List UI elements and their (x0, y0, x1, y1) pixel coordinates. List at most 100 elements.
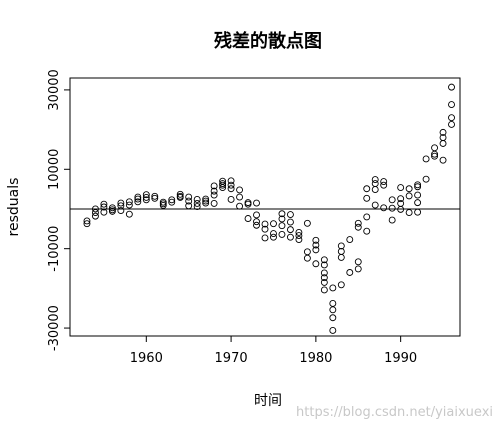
data-point (168, 196, 176, 204)
data-point (320, 274, 328, 282)
data-point (91, 212, 99, 220)
data-point (210, 199, 218, 207)
data-point (380, 181, 388, 189)
data-point (312, 246, 320, 254)
data-point (219, 177, 227, 185)
y-axis: -30000 -10000 10000 30000 (47, 69, 71, 351)
data-point (388, 216, 396, 224)
data-point (405, 185, 413, 193)
data-point (320, 278, 328, 286)
data-point (210, 187, 218, 195)
y-tick-label: -10000 (47, 226, 62, 272)
data-point (439, 140, 447, 147)
data-point (303, 219, 311, 227)
data-point (202, 197, 210, 205)
data-point (448, 101, 455, 109)
data-point (354, 219, 362, 227)
data-point (295, 228, 303, 236)
plot-area (69, 77, 461, 337)
data-point (337, 242, 345, 250)
data-point (329, 284, 337, 292)
data-point (134, 193, 142, 201)
data-point (253, 199, 260, 207)
data-point (142, 196, 150, 204)
data-point (448, 114, 455, 122)
data-point (236, 186, 244, 194)
data-point (83, 220, 91, 228)
data-point (397, 205, 405, 213)
data-point (320, 269, 328, 277)
data-point (168, 198, 176, 206)
data-point (363, 213, 371, 221)
data-point (329, 326, 337, 334)
data-point (261, 220, 269, 228)
data-point (253, 218, 260, 226)
data-point (346, 236, 354, 243)
data-point (117, 199, 125, 207)
data-point (142, 191, 150, 199)
data-point (185, 197, 193, 205)
data-point (329, 314, 337, 322)
y-tick-label: 10000 (47, 149, 62, 190)
chart-title: 残差的散点图 (214, 30, 322, 52)
data-point (219, 181, 227, 189)
data-point (270, 220, 277, 228)
data-point (346, 269, 354, 276)
data-point (100, 208, 108, 216)
data-point (286, 218, 294, 226)
data-point (142, 194, 150, 201)
data-point (414, 199, 422, 207)
data-point (159, 198, 167, 206)
data-point (176, 192, 184, 200)
data-point (303, 254, 311, 262)
data-point (303, 248, 311, 256)
data-point (363, 227, 371, 235)
data-point (388, 204, 396, 212)
data-point (422, 175, 430, 183)
data-point (405, 209, 413, 217)
data-point (320, 261, 328, 269)
data-point (193, 203, 201, 211)
data-point (337, 253, 345, 261)
data-point (295, 236, 303, 243)
data-point (312, 260, 320, 268)
x-tick-label: 1980 (299, 351, 332, 366)
data-point (439, 156, 447, 164)
data-point (380, 204, 388, 212)
data-point (278, 222, 286, 230)
data-point (312, 236, 320, 244)
data-point (354, 223, 362, 231)
data-point (286, 233, 294, 241)
data-point (261, 234, 269, 242)
data-point (295, 232, 303, 240)
data-point (227, 185, 235, 193)
data-point (134, 195, 142, 203)
data-point (414, 191, 422, 199)
data-point (236, 193, 244, 201)
data-point (397, 184, 405, 192)
data-point (227, 181, 235, 189)
data-point (193, 196, 201, 203)
data-point (244, 215, 252, 222)
data-point (371, 180, 379, 188)
data-point (448, 83, 455, 91)
data-point (363, 194, 371, 202)
data-point (244, 199, 252, 207)
data-point (202, 195, 210, 203)
data-point (236, 202, 244, 210)
data-point (337, 248, 345, 255)
data-point (431, 152, 439, 160)
data-point (286, 211, 294, 218)
data-point (151, 192, 159, 200)
data-point (371, 186, 379, 193)
data-point (185, 193, 193, 201)
data-point (117, 207, 125, 215)
data-point (261, 225, 269, 233)
data-point (337, 281, 345, 289)
data-point (278, 215, 286, 223)
data-point (176, 190, 184, 198)
data-point (253, 221, 260, 229)
data-point (405, 192, 413, 200)
data-point (108, 204, 116, 212)
data-point (193, 199, 201, 207)
